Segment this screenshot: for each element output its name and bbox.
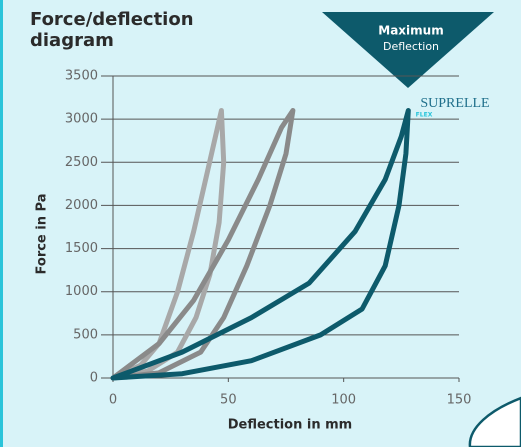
x-tick-label: 100: [331, 393, 356, 408]
x-tick-label: 150: [447, 393, 472, 408]
left-border: [0, 0, 3, 447]
y-tick-label: 2000: [65, 198, 98, 213]
page: Force/deflection diagram Maximum Deflect…: [0, 0, 521, 447]
y-tick-label: 1500: [65, 241, 98, 256]
series-line: [113, 111, 293, 379]
x-tick-label: 0: [109, 393, 117, 408]
chart: Maximum Deflection SUPRELLE FLEX Deflect…: [0, 0, 521, 447]
decoration: [470, 398, 521, 447]
y-tick-label: 1000: [65, 284, 98, 299]
y-tick-label: 3000: [65, 112, 98, 127]
series-line: [113, 111, 408, 379]
annotation-title: Maximum: [378, 24, 443, 38]
logo: SUPRELLE: [420, 96, 489, 111]
annotation-text: Deflection: [383, 40, 439, 53]
y-tick-label: 500: [73, 327, 98, 342]
logo-sub: FLEX: [416, 112, 433, 119]
x-axis-label: Deflection in mm: [228, 418, 352, 433]
y-tick-label: 2500: [65, 155, 98, 170]
x-tick-label: 50: [220, 393, 237, 408]
y-tick-label: 3500: [65, 69, 98, 84]
y-axis-label: Force in Pa: [35, 194, 50, 275]
y-tick-label: 0: [90, 371, 98, 386]
